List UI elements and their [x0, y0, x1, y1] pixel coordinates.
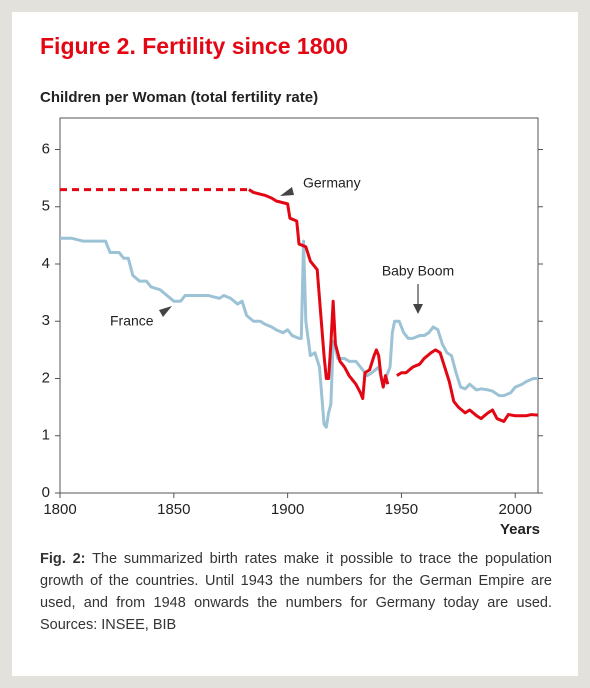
arrow: [280, 187, 294, 196]
y-tick-label: 1: [42, 427, 50, 444]
x-tick-label: 1850: [157, 501, 190, 518]
chart-title: Figure 2. Fertility since 1800: [40, 33, 348, 59]
y-tick-label: 5: [42, 198, 50, 215]
line: [60, 236, 538, 429]
line: [396, 348, 539, 423]
x-axis-label: Years: [500, 521, 540, 538]
y-tick-label: 4: [42, 255, 50, 272]
y-tick-label: 6: [42, 140, 50, 157]
caption-text: The summarized birth rates make it possi…: [40, 551, 552, 633]
x-tick-label: 1900: [271, 501, 304, 518]
arrow: [159, 306, 172, 317]
y-tick-label: 3: [42, 312, 50, 329]
panel: [12, 12, 578, 676]
plot-frame: [59, 117, 539, 494]
y-tick-label: 2: [42, 369, 50, 386]
x-tick-label: 1800: [43, 501, 76, 518]
y-axis-label: Children per Woman (total fertility rate…: [40, 89, 318, 106]
x-tick-label: 1950: [385, 501, 418, 518]
annotation-france: France: [110, 313, 154, 329]
x-tick-label: 2000: [499, 501, 532, 518]
annotation-germany: Germany: [303, 175, 361, 191]
line: [248, 188, 390, 401]
caption-label: Fig. 2:: [40, 551, 86, 567]
caption: Fig. 2: The summarized birth rates make …: [40, 548, 552, 636]
y-tick-label: 0: [42, 484, 50, 501]
annotation-baby-boom: Baby Boom: [382, 263, 454, 279]
arrow: [413, 304, 423, 314]
